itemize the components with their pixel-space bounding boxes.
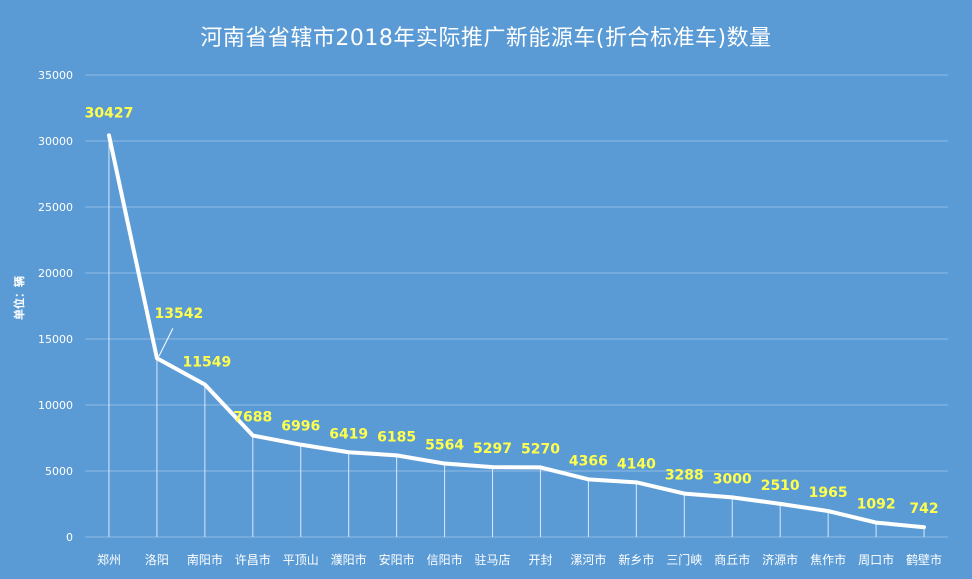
- data-label: 2510: [761, 478, 800, 494]
- x-tick-label: 周口市: [858, 552, 894, 567]
- data-label: 742: [909, 501, 938, 517]
- data-label: 3000: [713, 471, 752, 487]
- y-tick-label: 25000: [38, 201, 73, 214]
- y-tick-labels: 0 5000 10000 15000 20000 25000 30000 35000: [38, 69, 73, 544]
- x-tick-label: 新乡市: [618, 552, 654, 567]
- x-tick-label: 商丘市: [714, 552, 750, 567]
- y-tick-label: 30000: [38, 135, 73, 148]
- x-tick-label: 漯河市: [570, 552, 606, 567]
- data-label: 3288: [665, 468, 704, 484]
- drop-lines: [108, 135, 925, 537]
- data-label: 5270: [521, 441, 560, 457]
- x-tick-labels: 郑州 洛阳 南阳市 许昌市 平顶山 濮阳市 安阳市 信阳市 驻马店 开封 漯河市 新乡市 三门峡 商丘市济…: [97, 552, 942, 567]
- x-tick-label: 平顶山: [283, 553, 319, 567]
- data-label: 1092: [857, 497, 896, 513]
- data-labels: 30427 13542 11549 7688 6996 6419 6185 5564 5297 5…: [85, 105, 939, 517]
- x-tick-label: 驻马店: [475, 552, 511, 567]
- x-tick-label: 济源市: [762, 552, 798, 567]
- x-tick-label: 信阳市: [427, 552, 463, 567]
- x-tick-label: 安阳市: [379, 552, 415, 567]
- data-label: 6996: [281, 419, 320, 435]
- data-label: 5564: [425, 438, 464, 454]
- y-tick-label: 20000: [38, 267, 73, 280]
- grid-lines: [85, 74, 948, 538]
- data-label: 13542: [155, 306, 204, 322]
- x-tick-label: 开封: [528, 553, 552, 567]
- y-tick-label: 10000: [38, 399, 73, 412]
- data-label: 30427: [85, 105, 134, 121]
- x-tick-label: 濮阳市: [331, 552, 367, 567]
- x-tick-label: 洛阳: [145, 552, 169, 567]
- data-label: 6185: [377, 429, 416, 445]
- leader-line: [158, 328, 174, 357]
- data-label: 11549: [183, 355, 232, 371]
- x-tick-label: 焦作市: [810, 552, 846, 567]
- data-label: 6419: [329, 426, 368, 442]
- data-label: 1965: [809, 485, 848, 501]
- y-tick-label: 5000: [45, 465, 73, 478]
- y-tick-label: 0: [66, 531, 73, 544]
- series-line-layer: [106, 133, 927, 530]
- y-tick-label: 35000: [38, 69, 73, 82]
- y-tick-label: 15000: [38, 333, 73, 346]
- x-tick-label: 南阳市: [187, 552, 223, 567]
- data-label: 5297: [473, 441, 512, 457]
- x-tick-label: 许昌市: [235, 552, 271, 567]
- data-label: 4366: [569, 453, 608, 469]
- chart-title: 河南省省辖市2018年实际推广新能源车(折合标准车)数量: [200, 26, 772, 51]
- x-tick-label: 鹤壁市: [906, 552, 942, 567]
- x-tick-label: 三门峡: [666, 552, 702, 567]
- series-line: [106, 133, 927, 530]
- x-tick-label: 郑州: [97, 552, 121, 567]
- data-label: 7688: [233, 410, 272, 426]
- data-label: 4140: [617, 456, 656, 472]
